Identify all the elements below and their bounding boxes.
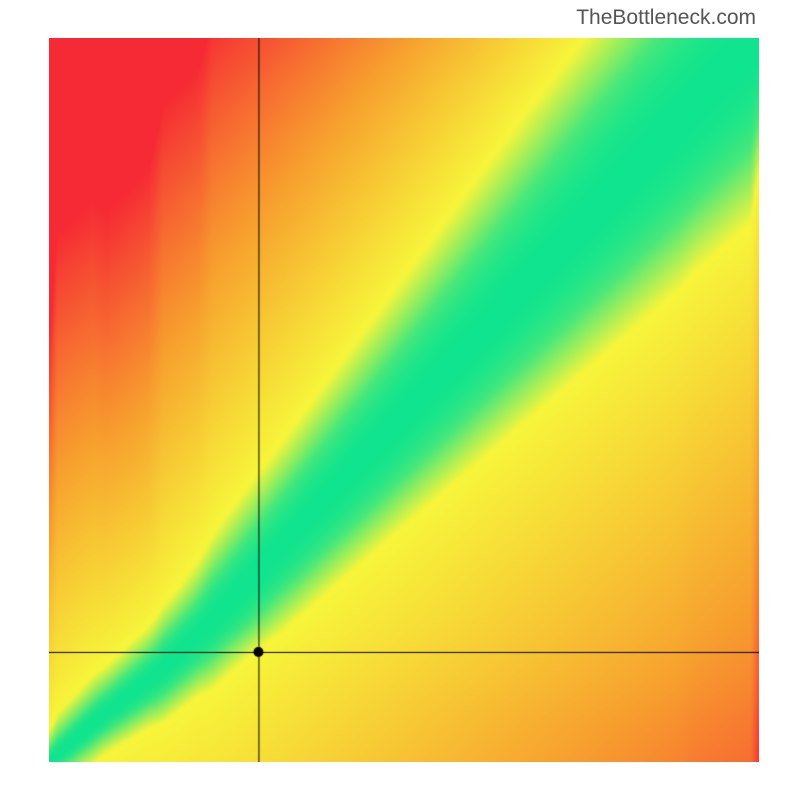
watermark-text: TheBottleneck.com [576,6,756,30]
bottleneck-heatmap [49,38,759,762]
